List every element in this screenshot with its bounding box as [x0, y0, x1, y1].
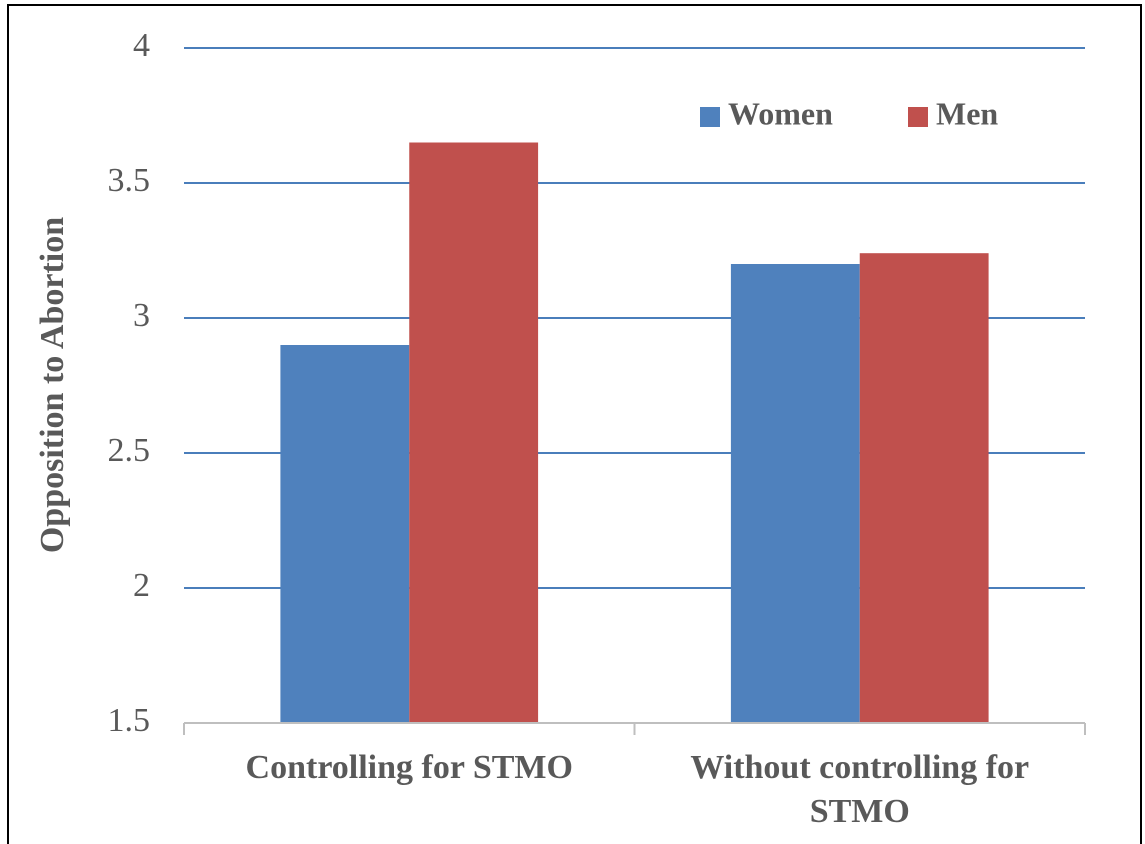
y-tick-label: 3.5	[108, 162, 151, 199]
legend-swatch	[908, 107, 928, 127]
bar	[859, 253, 989, 723]
y-tick-label: 1.5	[108, 702, 151, 739]
y-tick-label: 2.5	[108, 432, 151, 469]
legend-label: Men	[936, 95, 998, 131]
y-tick-label: 3	[133, 297, 150, 334]
x-tick-label: Controlling for STMO	[245, 749, 573, 786]
legend-swatch	[700, 107, 720, 127]
bar	[730, 264, 860, 723]
frame	[7, 4, 1142, 844]
y-tick-label: 2	[133, 567, 150, 604]
bar	[409, 142, 539, 723]
x-tick-label: Without controlling for STMO	[690, 749, 1030, 830]
y-axis-label: Opposition to Abortion	[34, 217, 71, 553]
bar	[280, 345, 410, 723]
legend-label: Women	[728, 95, 833, 131]
y-tick-label: 4	[133, 27, 150, 64]
